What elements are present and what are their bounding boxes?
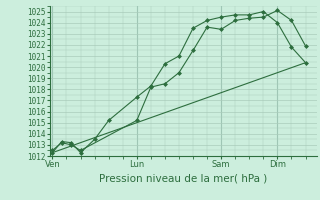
X-axis label: Pression niveau de la mer( hPa ): Pression niveau de la mer( hPa ) [99,173,267,183]
